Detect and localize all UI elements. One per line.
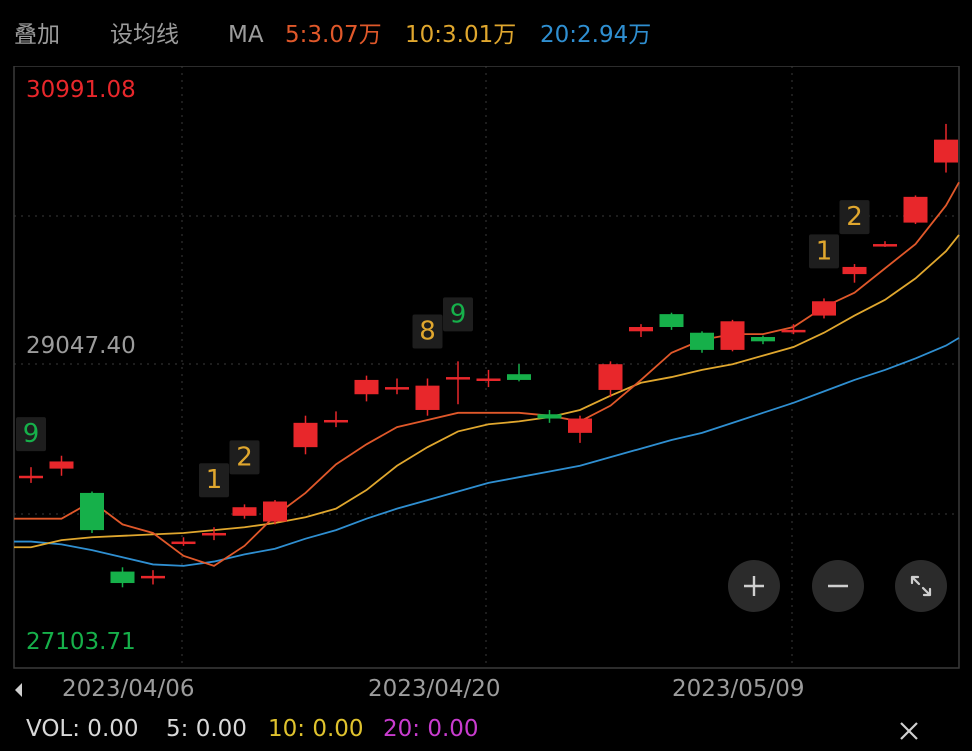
date-axis: 2023/04/06 2023/04/20 2023/05/09 [0,672,972,708]
ma20-line [14,337,960,567]
candle [171,537,196,546]
overlay-button[interactable]: 叠加 [14,22,60,48]
candle [110,567,135,588]
candle [781,324,806,335]
candle [629,324,653,338]
candle [80,491,104,533]
volume-legend: VOL: 0.00 5: 0.00 10: 0.00 20: 0.00 [0,712,972,748]
candle [324,411,348,428]
vol-ma20-value: 20: 0.00 [383,716,479,742]
vol-ma10-value: 10: 0.00 [268,716,364,742]
signal-marker: 1 [199,463,229,498]
candle [659,312,684,330]
candle [690,331,714,353]
candle [354,375,379,402]
ma20-value: 20:2.94万 [540,22,652,48]
chart-frame [13,66,960,669]
signal-marker: 9 [16,417,46,452]
zoom-out-button[interactable] [812,560,864,612]
chart-toolbar: 叠加 设均线 MA 5:3.07万 10:3.01万 20:2.94万 [0,0,972,66]
price-mid-label: 29047.40 [26,333,136,359]
signal-label: 1 [816,236,833,266]
candle [232,504,257,519]
price-high-label: 30991.08 [26,77,136,103]
candle [49,455,74,476]
ma-settings-button[interactable]: 设均线 [110,22,179,48]
candle [934,123,958,173]
signal-label: 2 [236,442,253,472]
date-label-2: 2023/04/20 [368,676,501,702]
candle [293,415,318,455]
candle [476,369,501,388]
signal-marker: 9 [443,297,473,332]
candle [720,319,745,352]
candle [751,335,775,345]
candle [202,527,226,541]
vol-value: VOL: 0.00 [26,716,139,742]
candle [415,378,440,416]
plus-icon [744,576,764,596]
signal-label: 2 [846,202,863,232]
candle [19,467,43,483]
close-icon[interactable] [896,718,922,744]
candle [385,378,409,395]
candle [842,264,867,283]
scroll-left-icon[interactable] [12,680,26,700]
signal-label: 1 [206,465,223,495]
price-low-label: 27103.71 [26,629,136,655]
ma-label: MA [228,22,264,48]
ma5-value: 5:3.07万 [285,22,382,48]
candle [873,241,897,247]
fullscreen-button[interactable] [895,560,947,612]
zoom-in-button[interactable] [728,560,780,612]
date-label-3: 2023/05/09 [672,676,805,702]
ma10-value: 10:3.01万 [405,22,517,48]
vol-ma5-value: 5: 0.00 [166,716,247,742]
signal-marker: 2 [839,200,870,235]
candle [141,570,165,585]
candle [263,500,287,525]
signal-marker: 2 [229,440,260,475]
minus-icon [828,584,848,588]
candle [568,415,592,443]
signal-label: 9 [450,299,467,329]
candle [446,361,470,405]
ma10-line [14,234,960,549]
candle [507,364,531,382]
date-label-1: 2023/04/06 [62,676,195,702]
candle [598,361,623,398]
signal-label: 9 [23,419,40,449]
signal-marker: 8 [412,314,443,349]
candle [812,298,836,319]
signal-label: 8 [419,316,436,346]
signal-marker: 1 [809,234,839,269]
candle [537,409,562,423]
expand-icon [910,575,932,597]
candle [903,195,928,225]
